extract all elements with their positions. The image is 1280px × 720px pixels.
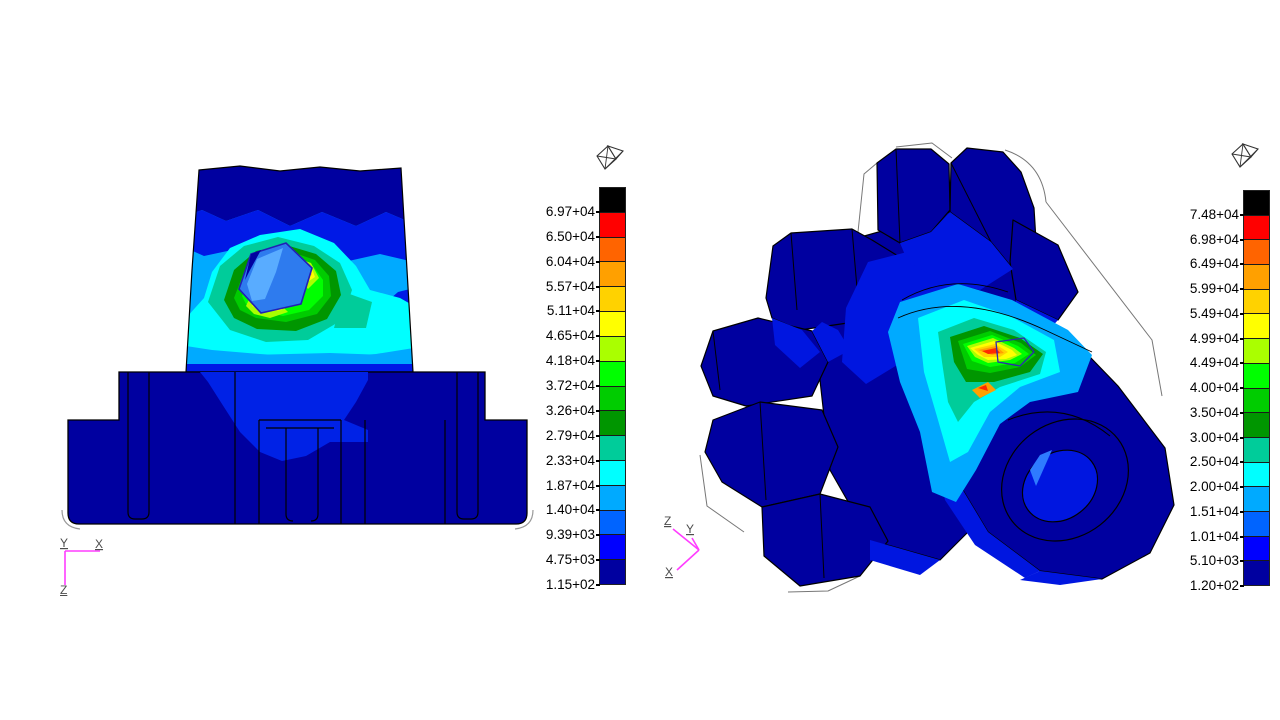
legend-swatch [1244, 560, 1269, 585]
legend-value: 5.57+04 [545, 278, 601, 294]
legend-swatch [600, 435, 625, 460]
model-base [61, 371, 534, 530]
legend-value: 1.15+02 [545, 577, 601, 592]
legend-value: 1.01+04 [1189, 528, 1245, 544]
triad-axes [64, 550, 100, 585]
axis-label-x: X [95, 537, 103, 551]
legend-swatch [1244, 412, 1269, 437]
isometric-view-model[interactable] [699, 142, 1175, 593]
legend-swatch [600, 459, 625, 485]
legend-value: 5.49+04 [1189, 305, 1245, 321]
legend-swatch [600, 484, 625, 510]
legend-swatch [600, 559, 625, 584]
legend-swatch [600, 286, 625, 312]
legend-value: 2.33+04 [545, 452, 601, 468]
legend-value: 4.00+04 [1189, 380, 1245, 395]
legend-swatch [600, 188, 625, 212]
legend-value: 2.79+04 [545, 427, 601, 443]
fringe-legend-iso: 7.48+04 6.98+04 6.49+04 5.99+04 5.49+04 4.99+… [1181, 190, 1270, 593]
legend-swatch [1244, 288, 1269, 314]
axis-label-z: Z [60, 583, 67, 596]
fringe-legend-front: 6.97+04 6.50+04 6.04+04 5.57+04 5.11+04 4.65+… [537, 187, 626, 592]
deformed-wireframe-icon [596, 144, 624, 170]
legend-swatch [1244, 535, 1269, 561]
legend-bar-front [599, 187, 626, 585]
legend-value: 1.51+04 [1189, 503, 1245, 519]
legend-swatch [1244, 387, 1269, 413]
legend-swatch [1244, 461, 1269, 487]
legend-value: 1.20+02 [1189, 578, 1245, 593]
legend-swatch [1244, 338, 1269, 363]
legend-swatch [600, 236, 625, 262]
legend-swatch [600, 360, 625, 386]
model-block [186, 166, 413, 372]
gear-lugs [700, 147, 1079, 587]
legend-value: 6.50+04 [545, 228, 601, 244]
legend-value: 6.98+04 [1189, 231, 1245, 247]
front-view-model[interactable] [61, 164, 534, 530]
legend-value: 4.75+03 [545, 552, 601, 568]
legend-labels-front: 6.97+04 6.50+04 6.04+04 5.57+04 5.11+04 4.65+… [537, 187, 601, 592]
legend-swatch [600, 311, 625, 336]
legend-swatch [600, 211, 625, 237]
coordinate-triad-front: Y X Z [60, 536, 103, 596]
legend-value: 3.26+04 [545, 402, 601, 418]
legend-value: 6.04+04 [545, 253, 601, 269]
legend-swatch [1244, 239, 1269, 265]
legend-swatch [1244, 510, 1269, 536]
legend-value: 2.00+04 [1189, 479, 1245, 494]
legend-value: 4.65+04 [545, 328, 601, 344]
legend-value: 4.18+04 [545, 353, 601, 369]
legend-value: 2.50+04 [1189, 454, 1245, 470]
legend-value: 7.48+04 [1189, 206, 1245, 222]
legend-swatch [1244, 362, 1269, 388]
axis-label-z: Z [664, 514, 671, 528]
legend-value: 1.87+04 [545, 477, 601, 493]
legend-swatch [1244, 436, 1269, 462]
legend-bar-iso [1243, 190, 1270, 586]
legend-value: 3.72+04 [545, 378, 601, 393]
stress-hotspot-iso [888, 283, 1093, 502]
bore-hole [238, 242, 313, 314]
legend-value: 5.10+03 [1189, 553, 1245, 569]
legend-labels-iso: 7.48+04 6.98+04 6.49+04 5.99+04 5.49+04 4.99+… [1181, 190, 1245, 593]
bore-hole-iso [1021, 449, 1099, 523]
legend-value: 5.11+04 [546, 303, 601, 319]
legend-value: 6.97+04 [545, 203, 601, 219]
legend-swatch [600, 335, 625, 361]
axis-label-y: Y [60, 536, 68, 550]
legend-swatch [1244, 313, 1269, 339]
legend-swatch [600, 261, 625, 287]
coordinate-triad-iso: Z Y X [664, 514, 700, 579]
legend-value: 4.49+04 [1189, 355, 1245, 371]
triad-axes [672, 528, 700, 571]
legend-swatch [1244, 486, 1269, 511]
legend-value: 6.49+04 [1189, 256, 1245, 272]
legend-value: 3.50+04 [1189, 404, 1245, 420]
legend-value: 9.39+03 [545, 527, 601, 543]
axis-label-x: X [665, 565, 673, 579]
legend-swatch [600, 509, 625, 535]
legend-value: 3.00+04 [1189, 429, 1245, 445]
legend-swatch [1244, 264, 1269, 289]
legend-swatch [600, 534, 625, 560]
legend-value: 4.99+04 [1189, 330, 1245, 346]
legend-value: 1.40+04 [545, 502, 601, 518]
legend-value: 5.99+04 [1189, 281, 1245, 296]
deformed-wireframe-icon [1231, 142, 1259, 168]
legend-swatch [1244, 191, 1269, 215]
axis-label-y: Y [686, 522, 694, 536]
undeformed-wireframe [699, 142, 1163, 593]
legend-swatch [600, 385, 625, 411]
legend-swatch [1244, 214, 1269, 240]
legend-swatch [600, 410, 625, 436]
